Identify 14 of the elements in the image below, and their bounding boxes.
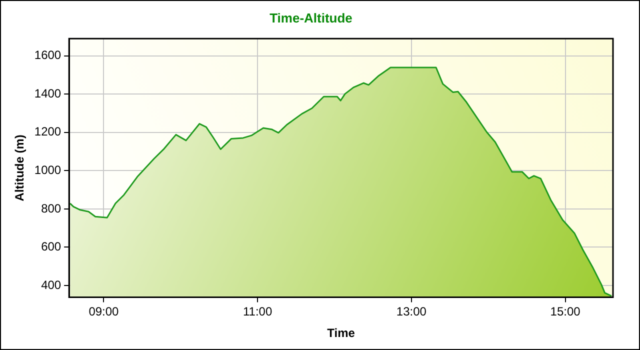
y-tick-label: 800 [41, 201, 62, 216]
x-tick-label: 11:00 [243, 304, 272, 319]
x-tick-label: 09:00 [88, 304, 120, 319]
x-tick-label: 13:00 [396, 304, 427, 319]
y-tick-label: 1600 [34, 48, 62, 62]
y-tick-label: 1400 [34, 86, 62, 100]
y-tick-label: 1000 [34, 162, 62, 177]
y-tick-label: 1200 [34, 124, 62, 139]
x-tick-label: 15:00 [550, 304, 581, 319]
y-axis-title: Altitude (m) [12, 134, 27, 202]
chart-title: Time-Altitude [270, 10, 352, 26]
y-tick-label: 400 [41, 278, 62, 292]
x-axis-title: Time [327, 326, 356, 340]
y-tick-label: 600 [41, 240, 62, 254]
